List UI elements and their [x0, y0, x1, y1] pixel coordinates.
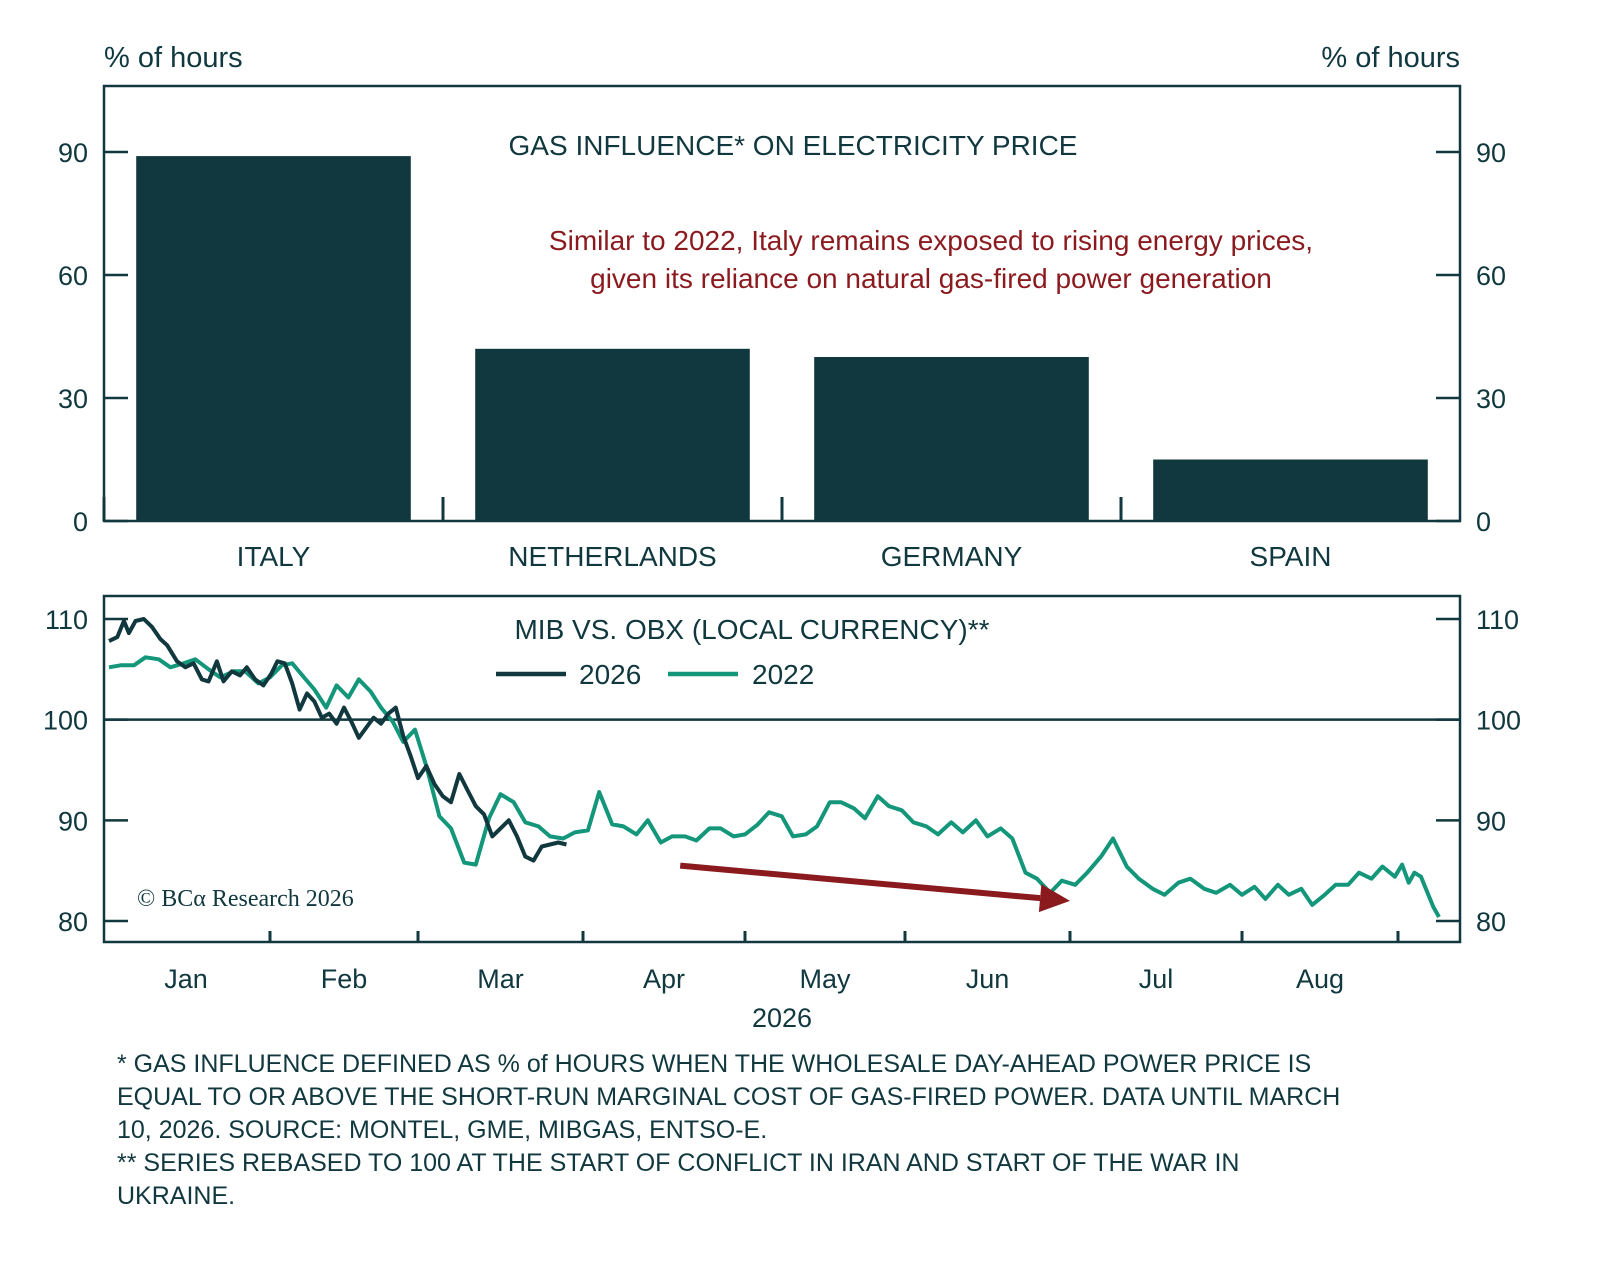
category-label: SPAIN	[1250, 541, 1332, 572]
line-left-tick-label: 80	[58, 907, 88, 937]
line-chart-title: MIB VS. OBX (LOCAL CURRENCY)**	[514, 614, 989, 645]
x-tick-label: Mar	[477, 964, 524, 994]
bar-left-tick-label: 60	[58, 261, 88, 291]
annotation-line-1: Similar to 2022, Italy remains exposed t…	[549, 225, 1313, 256]
x-tick-label: Feb	[321, 964, 368, 994]
series-line-2026	[108, 617, 567, 863]
arrow-shaft	[679, 862, 1041, 902]
bar-left-tick-label: 90	[58, 138, 88, 168]
line-right-tick-label: 100	[1476, 706, 1521, 736]
x-tick-label: Aug	[1296, 964, 1344, 994]
line-right-tick-label: 90	[1476, 806, 1506, 836]
bar-right-tick-label: 30	[1476, 384, 1506, 414]
x-axis-year-label: 2026	[752, 1003, 812, 1033]
line-left-tick-label: 100	[43, 706, 88, 736]
line-plot-frame	[102, 594, 1462, 944]
x-tick-label: Jan	[164, 964, 208, 994]
line-right-tick-label: 80	[1476, 907, 1506, 937]
bar-chart-title: GAS INFLUENCE* ON ELECTRICITY PRICE	[509, 130, 1078, 161]
legend-label-2026: 2026	[579, 659, 641, 690]
trend-arrow	[679, 862, 1070, 913]
bar-left-tick-label: 0	[73, 507, 88, 537]
x-tick-label: May	[799, 964, 851, 994]
bar-chart: % of hours % of hours 0 0 30 30 60 60 90 90 ITA…	[58, 42, 1506, 572]
bar-y-ticks: 0 0 30 30 60 60 90 90	[58, 138, 1506, 537]
footnotes: * GAS INFLUENCE DEFINED AS % of HOURS WH…	[117, 1048, 1477, 1213]
x-tick-label: Apr	[643, 964, 685, 994]
left-axis-unit-label: % of hours	[104, 42, 243, 74]
line-y-ticks: 80 80 90 90 100 100 110 110	[43, 605, 1521, 937]
footnote-2: ** SERIES REBASED TO 100 AT THE START OF…	[117, 1149, 1240, 1210]
bars	[102, 156, 1428, 521]
line-left-tick-label: 90	[58, 806, 88, 836]
annotation-line-2: given its reliance on natural gas-fired …	[590, 263, 1272, 294]
x-tick-label: Jun	[966, 964, 1010, 994]
line-right-tick-label: 110	[1476, 605, 1519, 635]
bar-germany	[814, 357, 1089, 521]
legend-label-2022: 2022	[752, 659, 814, 690]
line-x-ticks: Jan Feb Mar Apr May Jun Jul Aug	[164, 931, 1400, 994]
footnote-1: * GAS INFLUENCE DEFINED AS % of HOURS WH…	[117, 1050, 1341, 1144]
line-left-tick-label: 110	[45, 605, 88, 635]
bar-right-tick-label: 90	[1476, 138, 1506, 168]
category-label: GERMANY	[881, 541, 1023, 572]
arrow-head	[1038, 884, 1070, 913]
category-label: ITALY	[237, 541, 311, 572]
copyright-text: © BCα Research 2026	[137, 886, 354, 912]
bar-right-tick-label: 0	[1476, 507, 1491, 537]
bar-netherlands	[475, 348, 750, 521]
right-axis-unit-label: % of hours	[1321, 42, 1460, 74]
legend: 2026 2022	[496, 659, 814, 690]
bar-spain	[1153, 459, 1428, 521]
x-tick-label: Jul	[1139, 964, 1174, 994]
bar-left-tick-label: 30	[58, 384, 88, 414]
bar-italy	[136, 156, 411, 521]
series-line-2022	[108, 655, 1441, 918]
category-label: NETHERLANDS	[508, 541, 716, 572]
bar-category-labels: ITALY NETHERLANDS GERMANY SPAIN	[237, 541, 1332, 572]
bar-right-tick-label: 60	[1476, 261, 1506, 291]
